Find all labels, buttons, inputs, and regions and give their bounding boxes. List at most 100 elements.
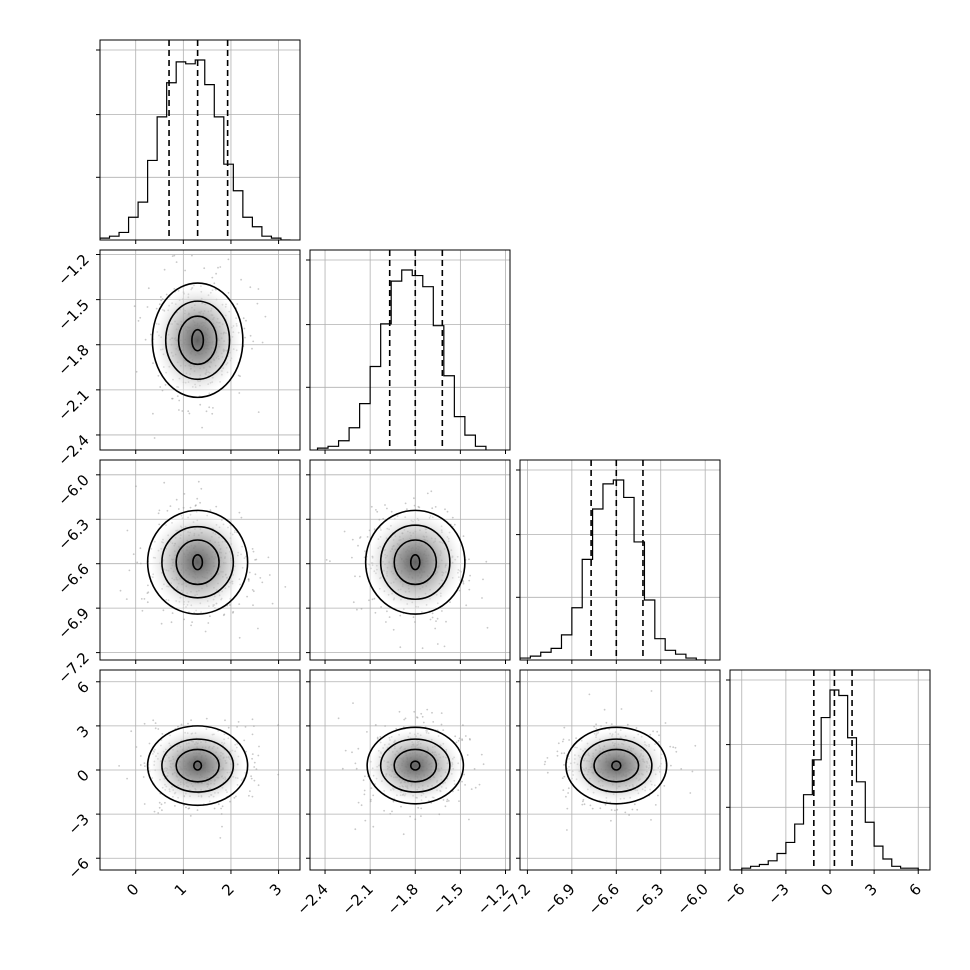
sample-point bbox=[379, 736, 382, 738]
panel-content bbox=[100, 248, 300, 450]
sample-point bbox=[170, 621, 173, 624]
y-tick-label: −3 bbox=[64, 810, 92, 838]
sample-point bbox=[164, 801, 166, 804]
sample-point bbox=[211, 412, 214, 415]
sample-point bbox=[268, 574, 271, 576]
sample-point bbox=[171, 612, 174, 614]
contour-level-3 bbox=[191, 328, 205, 352]
sample-point bbox=[251, 718, 254, 721]
sample-point bbox=[620, 708, 623, 710]
sample-point bbox=[589, 804, 592, 807]
histogram-panel-2 bbox=[516, 459, 721, 664]
sample-point bbox=[449, 601, 451, 603]
sample-point bbox=[229, 524, 232, 527]
sample-point bbox=[126, 529, 129, 532]
panel-content bbox=[310, 250, 510, 450]
sample-point bbox=[366, 536, 369, 538]
sample-point bbox=[178, 399, 181, 402]
sample-point bbox=[468, 558, 470, 561]
panel-content bbox=[100, 460, 300, 660]
sample-point bbox=[195, 504, 197, 507]
sample-point bbox=[240, 248, 242, 250]
sample-point bbox=[368, 529, 371, 532]
sample-point bbox=[344, 749, 347, 752]
sample-point bbox=[197, 480, 200, 483]
sample-point bbox=[247, 580, 250, 582]
sample-point bbox=[420, 807, 423, 810]
sample-point bbox=[227, 292, 230, 294]
density-shading bbox=[368, 512, 463, 612]
histogram-step-line bbox=[520, 479, 707, 660]
sample-point bbox=[390, 510, 393, 513]
panel-content bbox=[520, 670, 720, 870]
sample-point bbox=[482, 578, 484, 581]
sample-point bbox=[178, 409, 180, 411]
sample-point bbox=[213, 282, 216, 285]
sample-point bbox=[392, 800, 395, 803]
sample-point bbox=[364, 550, 366, 553]
contour-level-3 bbox=[409, 554, 421, 571]
sample-point bbox=[478, 783, 481, 786]
sample-point bbox=[209, 509, 212, 512]
sample-point bbox=[436, 617, 439, 620]
sample-point bbox=[462, 582, 465, 585]
sample-point bbox=[343, 530, 346, 533]
x-tick-label: 1 bbox=[171, 880, 190, 899]
x-tick-label: −3 bbox=[764, 880, 792, 908]
sample-point bbox=[157, 728, 160, 730]
sample-point bbox=[656, 730, 659, 733]
sample-point bbox=[674, 746, 677, 749]
sample-point bbox=[413, 497, 415, 500]
sample-point bbox=[135, 746, 138, 748]
sample-point bbox=[446, 798, 449, 801]
sample-point bbox=[379, 527, 382, 529]
sample-point bbox=[200, 487, 203, 490]
sample-point bbox=[393, 797, 396, 800]
sample-point bbox=[187, 722, 189, 725]
sample-point bbox=[468, 738, 471, 740]
sample-point bbox=[161, 733, 164, 735]
sample-point bbox=[368, 599, 370, 602]
sample-point bbox=[650, 819, 652, 821]
y-tick-label: −6.9 bbox=[54, 604, 92, 642]
y-tick-label: −1.5 bbox=[54, 296, 92, 334]
sample-point bbox=[160, 299, 163, 302]
sample-point bbox=[610, 809, 613, 811]
sample-point bbox=[561, 777, 564, 779]
sample-point bbox=[360, 804, 363, 807]
x-tick-label: 2 bbox=[218, 880, 237, 899]
y-tick-label: −6.3 bbox=[54, 515, 92, 553]
sample-point bbox=[403, 718, 406, 721]
sample-point bbox=[376, 510, 379, 513]
x-tick-label: 3 bbox=[861, 880, 880, 899]
sample-point bbox=[254, 573, 257, 576]
sample-point bbox=[125, 598, 128, 600]
sample-point bbox=[649, 733, 652, 736]
x-tick-label: −2.4 bbox=[293, 880, 331, 918]
sample-point bbox=[356, 608, 358, 611]
sample-point bbox=[257, 411, 260, 413]
sample-point bbox=[461, 780, 463, 783]
x-tick-label: −6.3 bbox=[629, 880, 667, 918]
sample-point bbox=[158, 801, 161, 804]
sample-point bbox=[567, 769, 569, 772]
sample-point bbox=[384, 725, 386, 727]
contour-level-3 bbox=[193, 760, 203, 771]
sample-point bbox=[157, 812, 160, 814]
sample-point bbox=[219, 837, 222, 839]
sample-point bbox=[633, 803, 636, 806]
sample-point bbox=[566, 807, 569, 810]
sample-point bbox=[560, 752, 563, 755]
sample-point bbox=[420, 611, 423, 613]
sample-point bbox=[442, 729, 445, 731]
sample-point bbox=[485, 560, 488, 563]
sample-point bbox=[267, 556, 270, 559]
sample-point bbox=[431, 612, 434, 615]
sample-point bbox=[182, 506, 185, 509]
sample-point bbox=[161, 809, 163, 812]
sample-point bbox=[139, 764, 142, 766]
sample-point bbox=[252, 550, 255, 553]
sample-point bbox=[146, 601, 149, 604]
sample-point bbox=[254, 559, 256, 561]
